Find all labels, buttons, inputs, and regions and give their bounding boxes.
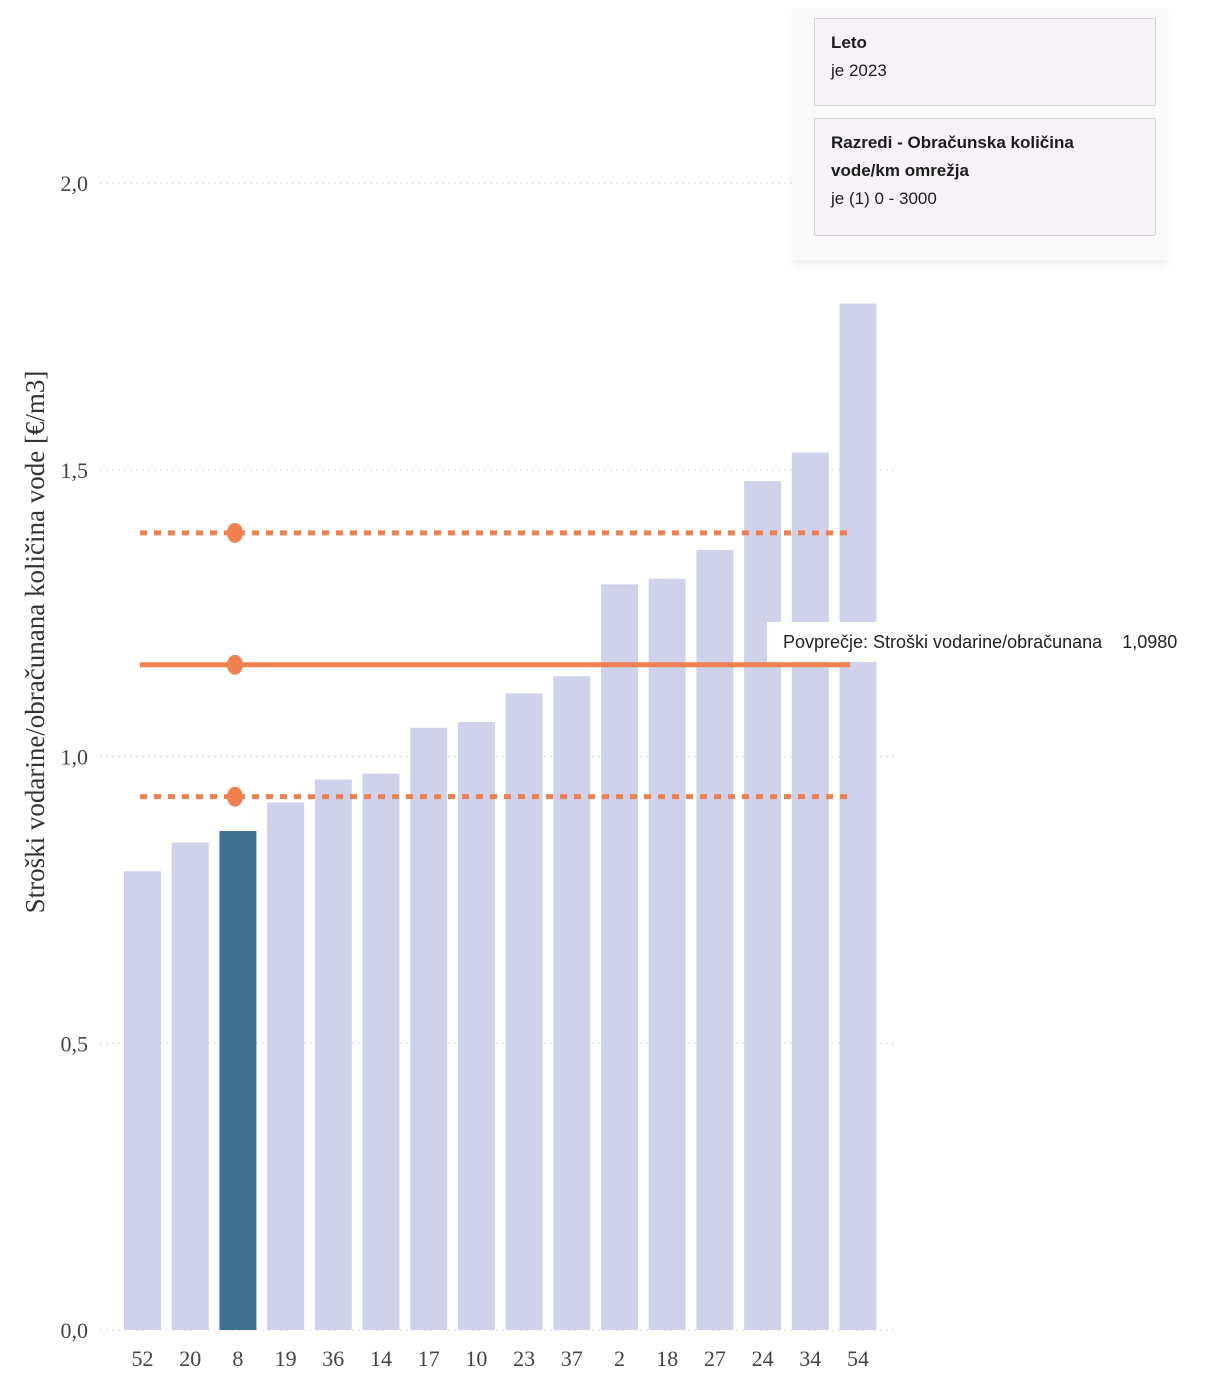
x-tick-label: 10 <box>465 1346 487 1371</box>
bar <box>744 481 782 1331</box>
reference-lines <box>140 522 850 807</box>
x-tick-label: 17 <box>418 1346 440 1371</box>
average-tooltip: Povprečje: Stroški vodarine/obračunana 1… <box>767 622 1198 662</box>
bar <box>648 578 686 1330</box>
x-tick-label: 2 <box>614 1346 625 1371</box>
filter-value-leto: je 2023 <box>831 61 887 80</box>
y-axis-title: Stroški vodarine/obračunana količina vod… <box>20 371 50 914</box>
x-tick-label: 14 <box>370 1346 392 1371</box>
filter-title-razredi: Razredi - Obračunska količina vode/km om… <box>831 133 1074 180</box>
filter-card-razredi[interactable]: Razredi - Obračunska količina vode/km om… <box>814 118 1156 236</box>
bar <box>601 584 638 1330</box>
x-tick-label: 27 <box>704 1346 726 1371</box>
x-tick-label: 52 <box>132 1346 154 1371</box>
filter-title-leto: Leto <box>831 33 867 52</box>
reference-marker-upper <box>227 522 243 543</box>
bars <box>124 303 877 1331</box>
x-tick-label: 37 <box>561 1346 583 1371</box>
bar <box>171 842 209 1330</box>
x-tick-label: 8 <box>232 1346 243 1371</box>
y-tick-label: 0,5 <box>61 1031 89 1056</box>
y-axis-ticks: 0,0 0,5 1,0 1,5 2,0 <box>61 171 89 1343</box>
bar-highlighted <box>219 831 257 1330</box>
x-tick-label: 18 <box>656 1346 678 1371</box>
x-tick-label: 34 <box>799 1346 821 1371</box>
y-tick-label: 1,5 <box>61 458 89 483</box>
x-tick-label: 19 <box>275 1346 297 1371</box>
bar <box>314 779 352 1330</box>
x-tick-label: 24 <box>752 1346 774 1371</box>
bar <box>362 773 400 1330</box>
reference-marker-average <box>227 654 243 675</box>
bar <box>791 452 829 1330</box>
x-axis-ticks: 52 20 8 19 36 14 17 10 23 37 2 18 27 24 34 54 <box>132 1346 870 1371</box>
tooltip-value: 1,0980 <box>1122 631 1178 652</box>
filter-card-leto[interactable]: Leto je 2023 <box>814 18 1156 106</box>
bar <box>267 802 305 1330</box>
x-tick-label: 20 <box>179 1346 201 1371</box>
y-tick-label: 0,0 <box>61 1318 89 1343</box>
y-tick-label: 2,0 <box>61 171 89 196</box>
x-tick-label: 36 <box>322 1346 344 1371</box>
bar <box>696 550 734 1330</box>
bar <box>553 676 591 1330</box>
x-tick-label: 23 <box>513 1346 535 1371</box>
y-tick-label: 1,0 <box>61 745 89 770</box>
x-tick-label: 54 <box>847 1346 869 1371</box>
bar <box>410 727 448 1330</box>
bar <box>505 693 543 1330</box>
bar <box>124 871 161 1330</box>
reference-marker-lower <box>227 786 243 807</box>
bar <box>457 722 495 1330</box>
bar <box>839 303 877 1330</box>
filter-value-razredi: je (1) 0 - 3000 <box>831 189 937 208</box>
tooltip-label: Povprečje: Stroški vodarine/obračunana <box>783 631 1103 652</box>
